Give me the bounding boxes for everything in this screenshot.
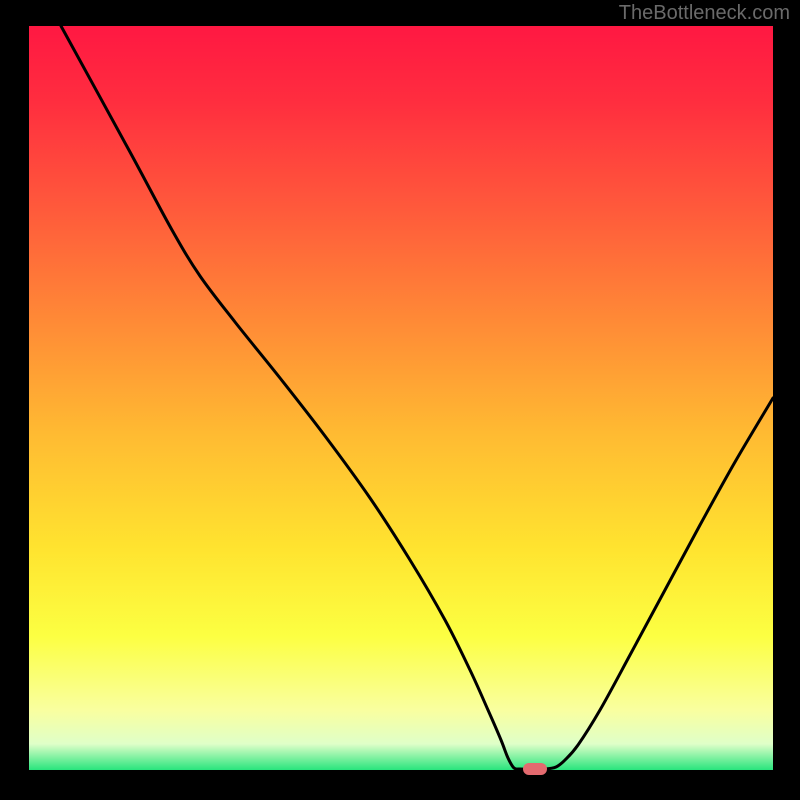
bottleneck-chart xyxy=(0,0,800,800)
chart-container: TheBottleneck.com xyxy=(0,0,800,800)
plot-background xyxy=(29,26,773,770)
optimal-marker xyxy=(523,763,547,775)
watermark-text: TheBottleneck.com xyxy=(619,2,790,25)
